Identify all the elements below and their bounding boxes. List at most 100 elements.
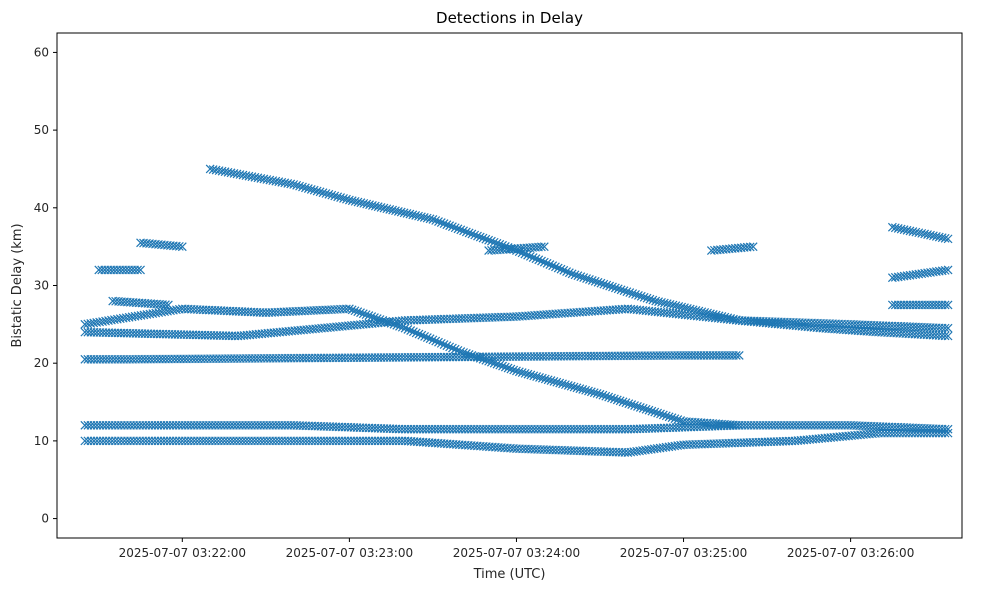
data-point	[569, 382, 579, 392]
data-point	[339, 193, 348, 203]
data-point	[344, 195, 354, 205]
data-point	[585, 275, 594, 284]
data-point	[442, 220, 452, 230]
data-point	[748, 242, 758, 252]
data-point	[391, 206, 400, 216]
data-point	[650, 407, 660, 417]
data-point	[645, 294, 655, 304]
y-axis-ticks: 0 10 20 30 40 50 60	[34, 45, 57, 526]
data-point	[604, 392, 614, 402]
data-point	[495, 360, 505, 370]
data-point	[431, 336, 441, 346]
data-point	[674, 301, 684, 311]
data-point	[436, 218, 446, 227]
data-point	[647, 406, 657, 416]
data-point	[618, 397, 628, 407]
data-point	[558, 379, 567, 389]
data-point	[671, 301, 681, 311]
data-point	[555, 378, 565, 388]
data-point	[177, 242, 187, 252]
data-point	[356, 198, 366, 208]
data-point	[641, 404, 651, 414]
data-point	[561, 380, 570, 390]
data-point	[572, 383, 582, 393]
data-point	[370, 201, 380, 211]
y-tick-label: 0	[41, 512, 49, 526]
data-point	[315, 187, 325, 197]
data-point	[593, 277, 603, 287]
data-point	[414, 329, 424, 339]
data-point	[344, 304, 354, 314]
data-point	[548, 261, 558, 271]
data-point	[943, 424, 953, 434]
data-point	[575, 384, 585, 394]
data-point	[563, 381, 573, 390]
data-point	[453, 224, 463, 234]
data-point	[445, 342, 455, 352]
data-point	[133, 265, 142, 275]
data-point	[573, 271, 583, 281]
data-point	[536, 242, 546, 252]
data-point	[940, 424, 950, 434]
data-point	[385, 204, 395, 214]
data-point	[670, 414, 680, 424]
data-point	[422, 213, 432, 223]
data-point	[489, 237, 499, 247]
data-point	[467, 229, 477, 239]
data-point	[549, 376, 559, 386]
data-point	[506, 364, 516, 374]
data-point	[619, 286, 629, 296]
x-tick-label: 2025-07-07 03:26:00	[787, 546, 914, 560]
data-point	[601, 391, 611, 401]
data-point	[321, 189, 331, 198]
data-point	[940, 428, 950, 438]
data-point	[540, 374, 550, 384]
data-point	[607, 393, 616, 403]
data-point	[677, 302, 687, 312]
data-point	[535, 372, 544, 382]
data-point	[531, 254, 541, 264]
data-point	[318, 188, 328, 198]
data-point	[635, 402, 645, 412]
data-point	[539, 242, 549, 252]
data-point	[484, 235, 494, 245]
data-point	[542, 258, 552, 268]
data-point	[324, 189, 334, 199]
data-point	[431, 216, 441, 225]
data-point	[559, 265, 569, 275]
data-point	[402, 209, 412, 218]
data-point	[553, 263, 563, 273]
data-point	[388, 205, 398, 215]
chart-title: Detections in Delay	[436, 9, 583, 27]
data-point	[552, 377, 562, 387]
plot-frame	[56, 32, 963, 539]
data-point	[654, 297, 663, 307]
data-point	[537, 373, 547, 383]
data-point	[295, 181, 304, 191]
data-point	[336, 193, 346, 203]
points-layer	[80, 164, 953, 457]
data-point	[658, 410, 668, 420]
data-point	[312, 186, 322, 196]
data-point	[659, 298, 669, 308]
data-point	[562, 267, 572, 276]
data-point	[673, 415, 683, 425]
data-point	[636, 291, 646, 301]
data-point	[436, 338, 446, 348]
data-point	[546, 376, 556, 386]
data-point	[303, 184, 313, 194]
data-point	[523, 369, 533, 379]
data-point	[411, 328, 421, 338]
data-point	[399, 208, 409, 218]
data-point	[627, 400, 637, 410]
data-point	[353, 197, 363, 207]
data-point	[434, 337, 443, 347]
data-point	[657, 297, 666, 307]
y-tick-label: 40	[34, 201, 49, 215]
data-point	[940, 233, 950, 243]
data-point	[425, 334, 435, 344]
data-point	[633, 290, 643, 300]
data-point	[396, 207, 406, 217]
data-point	[514, 367, 524, 377]
